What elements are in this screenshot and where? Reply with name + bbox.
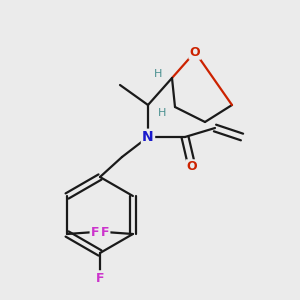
Text: H: H xyxy=(154,69,162,79)
Text: O: O xyxy=(187,160,197,173)
Text: O: O xyxy=(190,46,200,59)
Text: F: F xyxy=(101,226,109,238)
Text: N: N xyxy=(142,130,154,144)
Text: F: F xyxy=(91,226,99,238)
Text: F: F xyxy=(96,272,104,284)
Text: H: H xyxy=(158,108,166,118)
